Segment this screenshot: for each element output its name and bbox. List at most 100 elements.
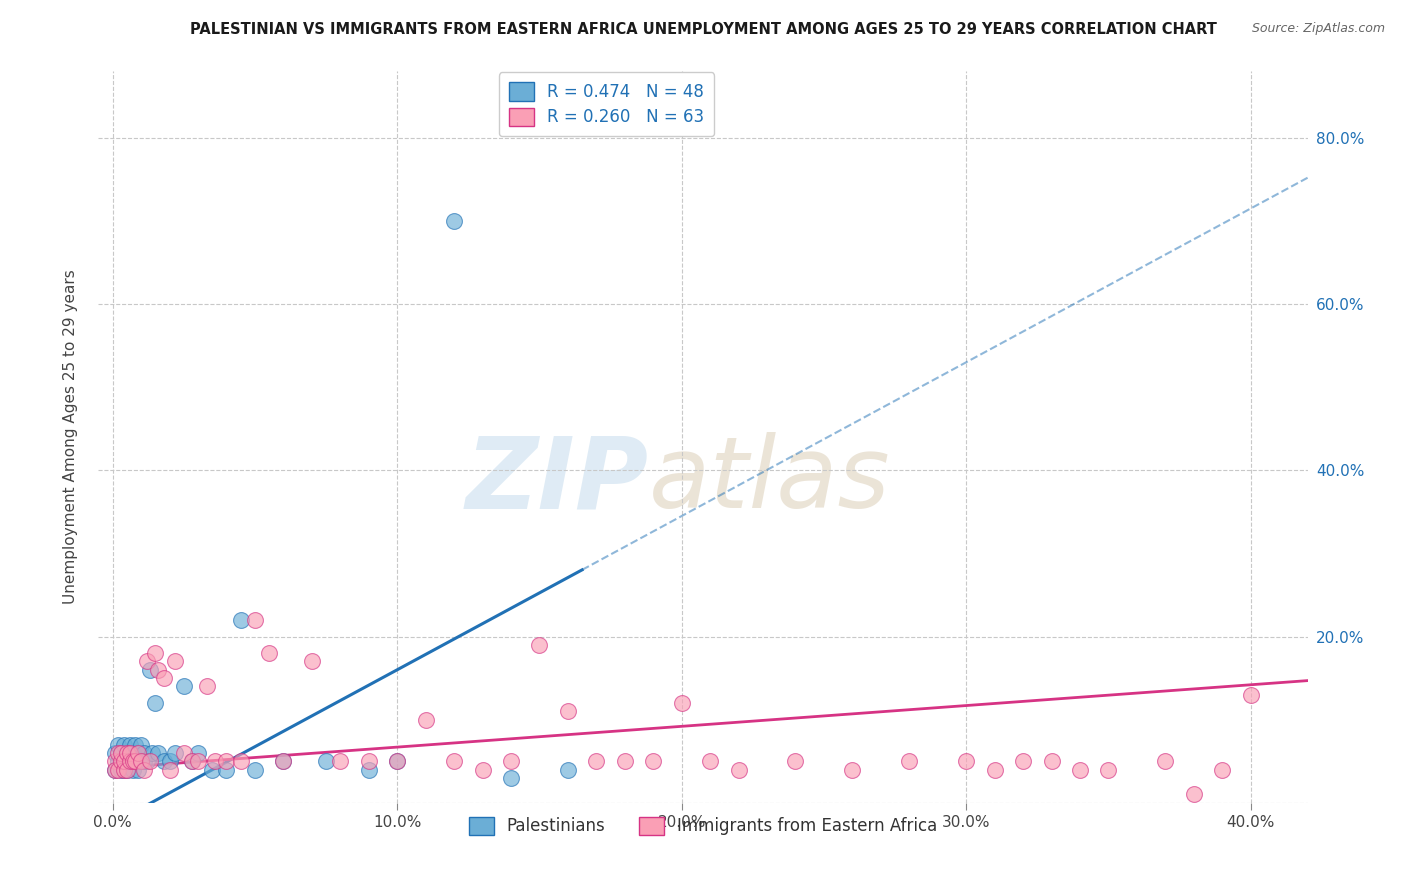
Point — [110, 754, 132, 768]
Point — [165, 746, 187, 760]
Point — [159, 754, 181, 768]
Point — [215, 763, 238, 777]
Point — [104, 763, 127, 777]
Point — [135, 754, 157, 768]
Point — [127, 746, 149, 760]
Point — [499, 771, 522, 785]
Point — [257, 646, 280, 660]
Point — [107, 738, 129, 752]
Point — [115, 746, 138, 760]
Point — [243, 613, 266, 627]
Point — [699, 754, 721, 768]
Point — [115, 746, 138, 760]
Point — [118, 754, 141, 768]
Point — [613, 754, 636, 768]
Point — [112, 738, 135, 752]
Point — [273, 754, 295, 768]
Point — [1069, 763, 1091, 777]
Point — [955, 754, 977, 768]
Point — [146, 746, 169, 760]
Point — [143, 696, 166, 710]
Point — [165, 655, 187, 669]
Point — [187, 746, 209, 760]
Point — [129, 738, 152, 752]
Point — [132, 746, 155, 760]
Point — [124, 754, 146, 768]
Point — [121, 754, 143, 768]
Point — [1182, 788, 1205, 802]
Point — [118, 754, 141, 768]
Point — [195, 680, 218, 694]
Point — [127, 763, 149, 777]
Point — [115, 763, 138, 777]
Point — [104, 746, 127, 760]
Point — [129, 754, 152, 768]
Point — [1097, 763, 1119, 777]
Point — [127, 746, 149, 760]
Point — [112, 763, 135, 777]
Point — [132, 754, 155, 768]
Point — [129, 754, 152, 768]
Point — [585, 754, 607, 768]
Point — [557, 705, 579, 719]
Point — [187, 754, 209, 768]
Text: Source: ZipAtlas.com: Source: ZipAtlas.com — [1251, 22, 1385, 36]
Point — [201, 763, 224, 777]
Point — [243, 763, 266, 777]
Point — [1154, 754, 1177, 768]
Point — [229, 754, 252, 768]
Point — [415, 713, 437, 727]
Point — [204, 754, 226, 768]
Point — [898, 754, 921, 768]
Point — [173, 746, 195, 760]
Point — [385, 754, 408, 768]
Point — [138, 754, 160, 768]
Point — [107, 746, 129, 760]
Point — [159, 763, 181, 777]
Text: PALESTINIAN VS IMMIGRANTS FROM EASTERN AFRICA UNEMPLOYMENT AMONG AGES 25 TO 29 Y: PALESTINIAN VS IMMIGRANTS FROM EASTERN A… — [190, 22, 1216, 37]
Point — [118, 738, 141, 752]
Point — [141, 746, 163, 760]
Point — [727, 763, 749, 777]
Point — [301, 655, 323, 669]
Point — [112, 754, 135, 768]
Point — [110, 746, 132, 760]
Point — [315, 754, 337, 768]
Point — [471, 763, 494, 777]
Point — [124, 738, 146, 752]
Point — [121, 746, 143, 760]
Y-axis label: Unemployment Among Ages 25 to 29 years: Unemployment Among Ages 25 to 29 years — [63, 269, 77, 605]
Point — [1040, 754, 1063, 768]
Point — [443, 754, 465, 768]
Point — [1211, 763, 1233, 777]
Point — [107, 763, 129, 777]
Point — [229, 613, 252, 627]
Point — [173, 680, 195, 694]
Point — [671, 696, 693, 710]
Point — [181, 754, 204, 768]
Point — [110, 763, 132, 777]
Point — [785, 754, 807, 768]
Point — [499, 754, 522, 768]
Point — [153, 671, 176, 685]
Point — [643, 754, 665, 768]
Point — [118, 754, 141, 768]
Point — [138, 663, 160, 677]
Point — [118, 746, 141, 760]
Point — [132, 763, 155, 777]
Point — [143, 646, 166, 660]
Point — [329, 754, 352, 768]
Point — [983, 763, 1005, 777]
Point — [153, 754, 176, 768]
Point — [115, 763, 138, 777]
Point — [104, 754, 127, 768]
Point — [146, 663, 169, 677]
Point — [215, 754, 238, 768]
Point — [1012, 754, 1035, 768]
Text: atlas: atlas — [648, 433, 890, 530]
Point — [110, 746, 132, 760]
Point — [557, 763, 579, 777]
Text: ZIP: ZIP — [465, 433, 648, 530]
Point — [385, 754, 408, 768]
Point — [112, 754, 135, 768]
